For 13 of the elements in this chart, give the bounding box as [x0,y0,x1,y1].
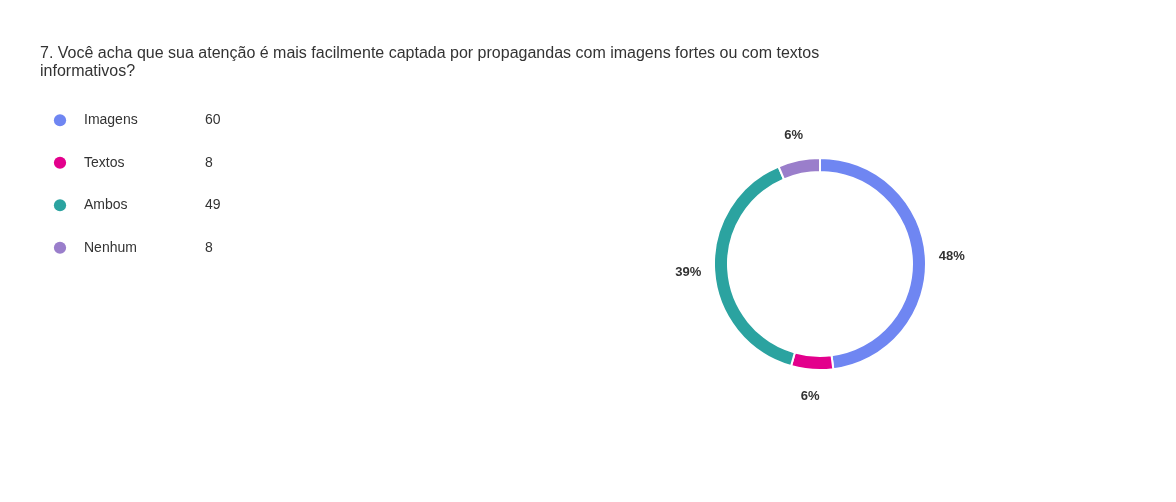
legend-label: Textos [84,153,125,170]
legend-label: Ambos [84,196,128,213]
chart-title: 7. Você acha que sua atenção é mais facilmente captada por propagandas com imagens fortes ou com textos informativos? [40,44,820,79]
data-label: 6% [800,387,820,403]
text: 60 [205,111,221,128]
text: 8 [205,153,213,170]
data-label: 39% [675,264,702,280]
legend-label: Nenhum [84,238,137,255]
data-label: 48% [938,247,966,263]
text: 8 [205,238,213,255]
data-label: 6% [784,126,804,142]
text: 49 [205,196,221,213]
legend-label: Imagens [84,111,138,128]
